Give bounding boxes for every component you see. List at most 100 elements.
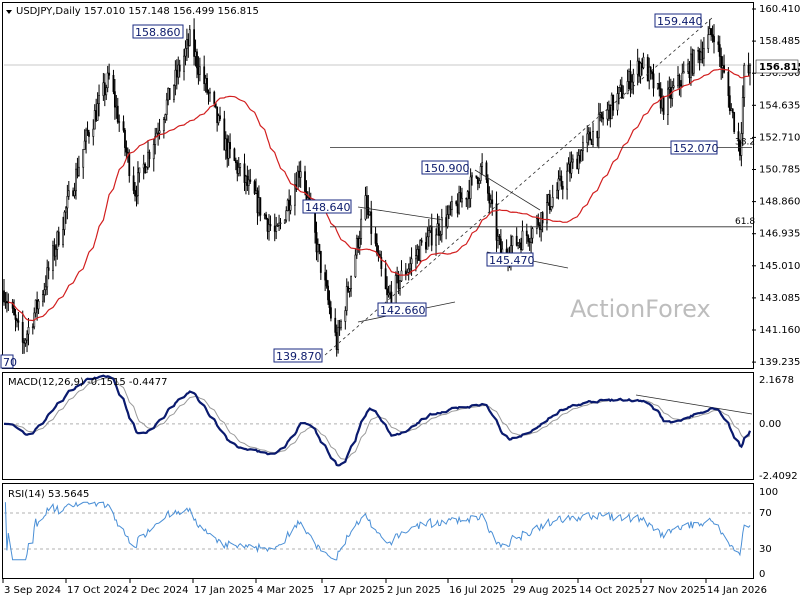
candle-body	[229, 142, 232, 150]
candle-body	[481, 162, 484, 167]
candle-body	[27, 327, 30, 335]
candle-body	[662, 96, 665, 115]
candle-body	[687, 63, 689, 72]
candle-body	[266, 218, 269, 232]
candle-body	[370, 211, 373, 234]
macd-divergence-line	[635, 394, 753, 415]
candle-body	[579, 155, 581, 162]
candle-body	[438, 223, 440, 236]
candle-body	[23, 342, 26, 344]
level-box	[670, 140, 718, 155]
candle-body	[164, 114, 167, 120]
level-box	[0, 354, 14, 369]
candle-body	[203, 66, 206, 85]
candle-body	[567, 163, 570, 172]
candle-body	[82, 149, 85, 168]
candle-body	[273, 225, 276, 232]
level-box	[654, 13, 702, 28]
candle-body	[207, 92, 210, 94]
candle-body	[708, 28, 711, 36]
candle-body	[380, 257, 383, 269]
candle-body	[298, 170, 301, 178]
date-tick-label: 16 Jul 2025	[449, 585, 506, 596]
macd-tick-label: 0.00	[759, 419, 781, 430]
rsi-pane	[2, 483, 754, 579]
candle-body	[557, 178, 560, 191]
candle-body	[5, 301, 8, 304]
candle-body	[85, 129, 87, 142]
candle-body	[629, 71, 632, 90]
level-label: 150.900	[424, 162, 470, 175]
candle-body	[98, 95, 100, 104]
candle-body	[348, 288, 351, 292]
candle-body	[397, 273, 400, 289]
candle-body	[34, 299, 37, 314]
candle-body	[721, 65, 724, 69]
candle-body	[37, 300, 40, 310]
candle-body	[279, 222, 282, 225]
price-tick-label: 152.710	[759, 132, 800, 143]
price-tick-label: 150.785	[759, 165, 800, 176]
candle-body	[305, 191, 308, 201]
candle-body	[177, 64, 180, 78]
candle-body	[157, 132, 159, 135]
candle-body	[440, 217, 443, 235]
candle-body	[16, 319, 18, 322]
candle-body	[194, 51, 197, 57]
price-tick-label: 141.160	[759, 325, 800, 336]
candle-body	[740, 133, 743, 156]
candle-body	[730, 108, 733, 111]
candle-body	[550, 206, 553, 210]
candle-body	[691, 53, 694, 74]
candle-body	[466, 191, 469, 200]
candle-body	[458, 192, 460, 214]
candle-body	[576, 158, 579, 170]
candle-body	[216, 106, 219, 124]
candle-body	[701, 51, 704, 59]
candle-body	[147, 151, 149, 168]
date-tick-label: 14 Jan 2026	[707, 585, 767, 596]
candle-body	[165, 99, 168, 115]
candle-body	[122, 121, 125, 131]
candle-body	[720, 56, 723, 69]
candle-body	[677, 75, 679, 87]
candle-body	[162, 119, 165, 132]
candle-body	[77, 166, 80, 176]
candle-body	[330, 307, 332, 319]
candle-body	[57, 231, 60, 246]
candle-body	[116, 105, 119, 123]
candle-body	[239, 163, 242, 168]
level-label: 139.870	[276, 350, 322, 363]
candle-body	[334, 317, 337, 333]
candle-body	[570, 161, 573, 174]
price-tick-label: 156.560	[759, 68, 800, 79]
level-label: 145.470	[489, 254, 535, 267]
candle-body	[394, 275, 397, 304]
candle-body	[478, 180, 481, 184]
candle-body	[243, 163, 246, 183]
candle-body	[357, 237, 360, 248]
candle-body	[276, 225, 279, 227]
candle-body	[517, 242, 520, 246]
candle-body	[707, 34, 710, 49]
macd-line	[4, 374, 752, 467]
candle-body	[541, 212, 544, 224]
candle-body	[489, 199, 492, 204]
candle-body	[209, 91, 211, 94]
candle-body	[236, 162, 239, 174]
triangle-upper-line	[357, 206, 444, 221]
candle-body	[491, 199, 494, 205]
price-tick-label: 154.635	[759, 100, 800, 111]
candle-body	[450, 201, 453, 210]
candle-body	[47, 267, 50, 271]
fib-level-label: 61.8	[735, 217, 755, 227]
candle-body	[590, 139, 593, 145]
candle-body	[698, 50, 701, 61]
candle-body	[265, 214, 268, 220]
candle-body	[419, 240, 422, 261]
candle-body	[167, 87, 170, 101]
candle-body	[224, 138, 227, 151]
candle-body	[648, 66, 651, 82]
candle-body	[137, 172, 139, 196]
candle-body	[566, 170, 569, 190]
